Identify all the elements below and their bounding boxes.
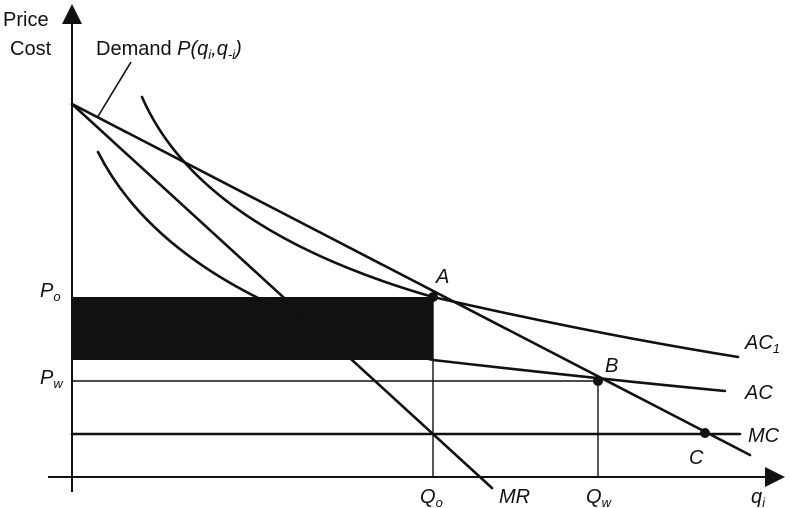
- x-axis-label-main: q: [751, 486, 762, 508]
- demand-label-prefix: Demand: [96, 38, 177, 60]
- point-c-marker: [700, 428, 710, 438]
- point-b-marker: [593, 376, 603, 386]
- x-axis-label: qi: [751, 486, 766, 508]
- po-label: Po: [40, 280, 61, 304]
- ac1-label-sub: 1: [773, 341, 780, 356]
- demand-label-close: ): [233, 38, 242, 60]
- mr-curve: [70, 102, 494, 490]
- qw-label-main: Q: [586, 486, 602, 508]
- y-axis-label-price: Price: [3, 9, 49, 31]
- po-label-main: P: [40, 280, 54, 302]
- qw-label-sub: w: [602, 495, 613, 508]
- demand-label-sub2: -i: [228, 47, 236, 62]
- y-axis-label-cost: Cost: [10, 38, 52, 60]
- pw-label: Pw: [40, 367, 64, 391]
- ac1-label: AC1: [744, 332, 780, 356]
- mr-label: MR: [499, 486, 530, 508]
- demand-label-sub1: i: [208, 47, 212, 62]
- ac-label: AC: [744, 382, 773, 404]
- demand-label-sep: ,q: [211, 38, 228, 60]
- mc-label: MC: [748, 425, 780, 447]
- qo-label-main: Q: [420, 486, 436, 508]
- pw-label-main: P: [40, 367, 54, 389]
- x-axis-label-sub: i: [762, 495, 766, 508]
- demand-curve: [70, 102, 752, 457]
- point-a-marker: [428, 292, 438, 302]
- demand-label: Demand P(qi,q-i): [96, 38, 242, 62]
- point-b-label: B: [605, 355, 618, 377]
- ac-curve: [96, 150, 727, 393]
- point-a-label: A: [435, 266, 449, 288]
- qo-label: Qo: [420, 486, 443, 508]
- point-c-label: C: [689, 447, 704, 469]
- po-label-sub: o: [53, 289, 60, 304]
- qo-label-sub: o: [436, 495, 443, 508]
- demand-label-func: P(q: [177, 38, 208, 60]
- pw-label-sub: w: [53, 376, 64, 391]
- profit-area: [72, 297, 433, 360]
- demand-pointer: [96, 61, 132, 119]
- qw-label: Qw: [586, 486, 613, 508]
- ac1-label-main: AC: [744, 332, 773, 354]
